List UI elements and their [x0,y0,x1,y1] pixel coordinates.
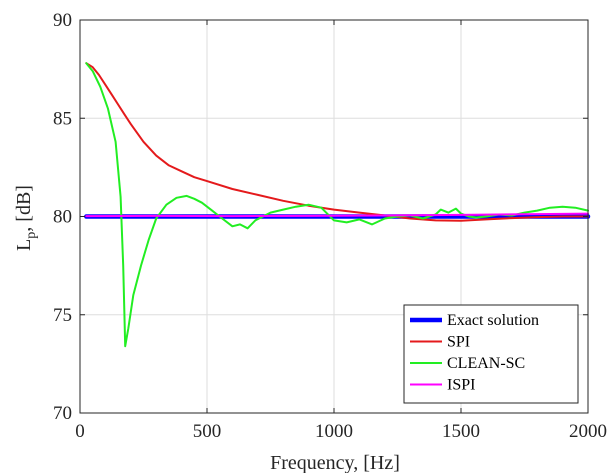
y-axis-label: Lp, [dB] [13,185,39,251]
series-line-spi [85,62,589,222]
series-line-ispi [85,212,589,218]
legend: Exact solution SPI CLEAN-SC ISPI [403,304,579,404]
legend-label-exact-solution: Exact solution [447,312,539,329]
y-axis-label-subscript: p [24,232,39,239]
legend-label-spi: SPI [447,334,470,351]
y-tick-label: 70 [53,403,72,424]
legend-label-clean-sc: CLEAN-SC [447,355,525,372]
plot-area [84,62,591,348]
x-tick-label: 1500 [442,421,480,442]
axis-ticks: 0 500 1000 1500 2000 70 75 80 85 90 [53,10,607,442]
y-axis-label-main: L [13,239,35,251]
y-axis-label-unit: , [dB] [13,185,35,232]
x-tick-label: 0 [75,421,85,442]
x-tick-label: 500 [193,421,222,442]
y-tick-label: 75 [53,305,72,326]
legend-label-ispi: ISPI [447,377,475,394]
x-tick-label: 2000 [569,421,607,442]
y-tick-label: 90 [53,10,72,31]
y-tick-label: 85 [53,108,72,129]
x-axis-label: Frequency, [Hz] [270,452,400,473]
series-line-clean-sc [85,62,589,348]
x-tick-label: 1000 [315,421,353,442]
y-tick-label: 80 [53,207,72,228]
